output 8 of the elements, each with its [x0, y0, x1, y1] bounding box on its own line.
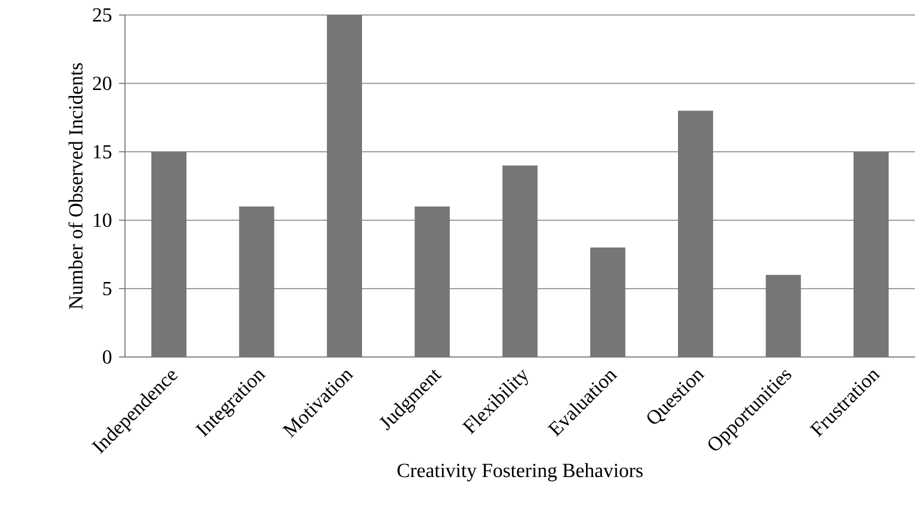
y-tick-label: 0 — [102, 350, 112, 364]
y-tick-label: 5 — [103, 282, 112, 296]
y-tick-label: 20 — [93, 76, 112, 90]
x-axis-title: Creativity Fostering Behaviors — [398, 463, 643, 482]
y-axis-title: Number of Observed Incidents — [68, 63, 83, 309]
y-tick-label: 25 — [93, 8, 112, 22]
y-tick-label: 15 — [94, 145, 112, 159]
y-tick-label: 10 — [94, 213, 112, 227]
